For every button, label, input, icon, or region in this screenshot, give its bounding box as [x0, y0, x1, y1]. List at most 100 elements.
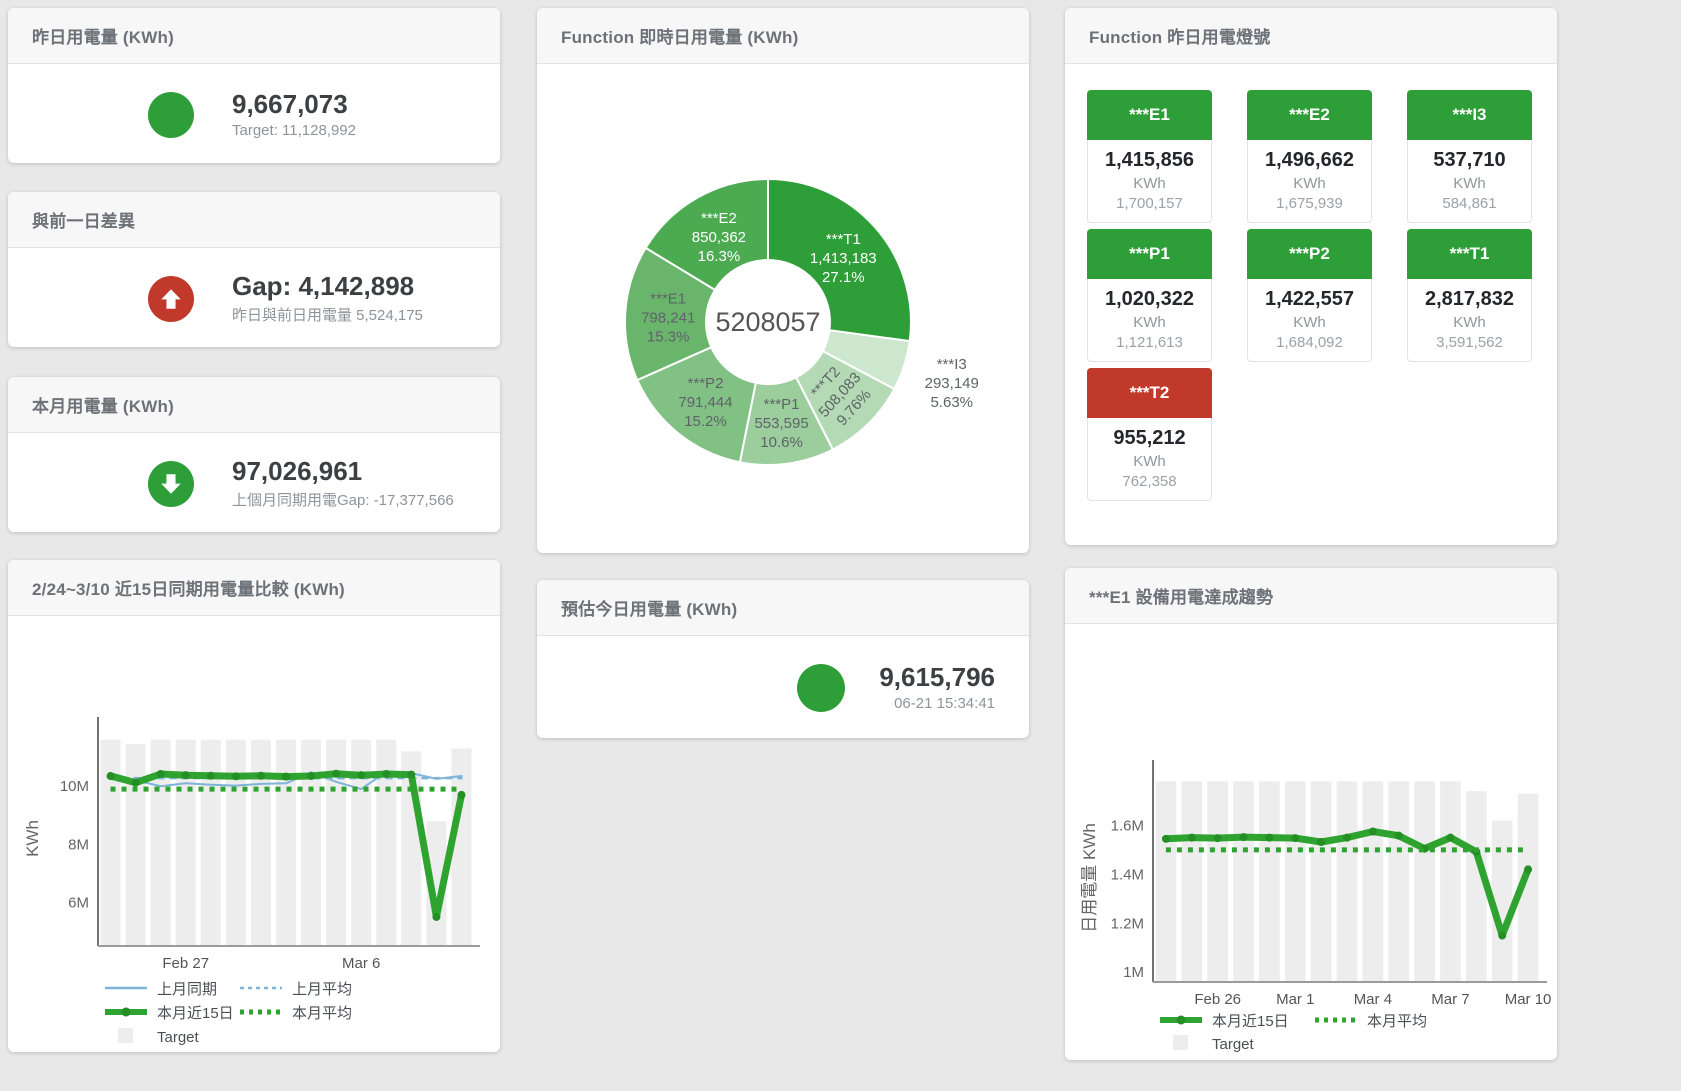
donut-slice-E2[interactable]	[644, 177, 769, 292]
series-point	[1368, 827, 1377, 836]
legend-label: 本月平均	[292, 1005, 352, 1022]
tile-body: 537,710 KWh 584,861	[1407, 140, 1532, 223]
forecast-timestamp: 06-21 15:34:41	[894, 695, 995, 713]
realtime-donut-chart[interactable]: ***T1 1,413,183 27.1%***I3 293,149 5.63%***T…	[537, 64, 1029, 553]
x-tick-label: Feb 26	[1194, 991, 1241, 1008]
y-tick-label: 1.4M	[1111, 866, 1144, 883]
series-point	[1187, 833, 1196, 842]
status-tile-grid: ***E1 1,415,856 KWh 1,700,157 ***E2 1,496,662…	[1065, 64, 1557, 501]
series-point	[106, 772, 115, 781]
y-tick-label: 1M	[1123, 964, 1144, 981]
y-tick-label: 1.2M	[1111, 915, 1144, 932]
tile-target: 1,684,092	[1276, 334, 1343, 351]
tile-label: ***E1	[1087, 90, 1212, 140]
e1-trend-line-chart[interactable]: 1M 1.2M 1.4M 1.6M 日用電量 KWh Feb 26 Mar 1 Mar 4 Ma…	[1065, 624, 1557, 1062]
donut-slice-label: ***I3 293,149 5.63%	[925, 356, 979, 411]
series-point	[357, 771, 366, 780]
card-15day-compare-chart: 2/24~3/10 近15日同期用電量比較 (KWh) 6M 8M 10M KWh Fe…	[8, 560, 500, 1052]
card-title-e1-trend: ***E1 設備用電達成趨勢	[1065, 568, 1557, 624]
target-bar	[351, 739, 372, 946]
tile-value: 1,422,557	[1265, 288, 1354, 310]
month-usage-gap: 上個月同期用電Gap: -17,377,566	[232, 492, 454, 510]
series-point	[1317, 838, 1326, 847]
series-point	[256, 771, 265, 780]
target-bar	[175, 739, 196, 946]
target-bar	[1336, 781, 1358, 982]
yesterday-usage-value: 9,667,073	[232, 88, 348, 119]
series-point	[181, 771, 190, 780]
y-tick-label: 8M	[68, 836, 89, 853]
tile-unit: KWh	[1133, 453, 1166, 470]
legend-item[interactable]: 上月同期	[105, 981, 217, 998]
legend-item[interactable]: 本月近15日	[1160, 1013, 1289, 1030]
y-tick-label: 10M	[60, 778, 89, 795]
series-point	[1161, 834, 1170, 843]
tile-body: 1,496,662 KWh 1,675,939	[1247, 140, 1372, 223]
series-point	[332, 769, 341, 778]
series-point	[457, 790, 466, 799]
tile-unit: KWh	[1453, 175, 1486, 192]
legend-item[interactable]: 本月平均	[1315, 1013, 1427, 1030]
card-title-realtime-donut: Function 即時日用電量 (KWh)	[537, 8, 1029, 64]
tile-value: 1,496,662	[1265, 149, 1354, 171]
y-axis-title: 日用電量 KWh	[1080, 823, 1099, 933]
tile-unit: KWh	[1293, 175, 1326, 192]
legend-item[interactable]: 本月平均	[240, 1005, 352, 1022]
series-point	[1343, 833, 1351, 842]
y-tick-label: 1.6M	[1111, 817, 1144, 834]
legend-item[interactable]: 上月平均	[240, 981, 352, 998]
donut-center-total: 5208057	[715, 307, 820, 337]
tile-target: 584,861	[1442, 195, 1497, 212]
card-e1-trend-chart: ***E1 設備用電達成趨勢 1M 1.2M 1.4M 1.6M 日用電量 KWh Feb…	[1065, 568, 1557, 1060]
arrow-down-icon	[148, 460, 194, 507]
x-tick-label: Mar 10	[1505, 991, 1552, 1008]
target-bar	[1362, 781, 1384, 982]
legend-item[interactable]: 本月近15日	[105, 1005, 234, 1022]
card-title-forecast-today: 預估今日用電量 (KWh)	[537, 580, 1029, 636]
card-month-usage: 本月用電量 (KWh) 97,026,961 上個月同期用電Gap: -17,3…	[8, 377, 500, 532]
tile-value: 1,415,856	[1105, 149, 1194, 171]
target-bar	[1207, 781, 1229, 982]
tile-unit: KWh	[1133, 314, 1166, 331]
tile-body: 2,817,832 KWh 3,591,562	[1407, 279, 1532, 362]
card-yesterday-usage: 昨日用電量 (KWh) 9,667,073 Target: 11,128,992	[8, 8, 500, 163]
gap-prev-day-subtitle: 昨日與前日用電量 5,524,175	[232, 307, 423, 325]
series-point	[1394, 831, 1403, 840]
x-tick-label: Mar 6	[342, 955, 380, 972]
target-bar	[1310, 781, 1332, 982]
status-tile: ***T1 2,817,832 KWh 3,591,562	[1407, 229, 1532, 362]
donut-slice-label: ***T1 1,413,183 27.1%	[810, 231, 877, 286]
card-title-status-lights: Function 昨日用電燈號	[1065, 8, 1557, 64]
tile-unit: KWh	[1293, 314, 1326, 331]
legend-label: 本月平均	[1367, 1013, 1427, 1030]
target-bar	[1414, 781, 1435, 982]
target-bar	[1155, 781, 1177, 982]
target-bar	[1233, 781, 1254, 982]
tile-label: ***T1	[1407, 229, 1532, 279]
tile-target: 762,358	[1122, 473, 1177, 490]
tile-body: 955,212 KWh 762,358	[1087, 418, 1212, 501]
tile-target: 1,675,939	[1276, 195, 1343, 212]
tile-label: ***E2	[1247, 90, 1372, 140]
legend-square-swatch	[118, 1028, 133, 1043]
tile-body: 1,020,322 KWh 1,121,613	[1087, 279, 1212, 362]
legend-item[interactable]: Target	[118, 1028, 200, 1046]
series-point	[1213, 834, 1222, 843]
target-bar	[451, 748, 472, 946]
target-bar	[250, 739, 271, 946]
status-tile: ***E1 1,415,856 KWh 1,700,157	[1087, 90, 1212, 223]
legend-item[interactable]: Target	[1173, 1035, 1255, 1053]
legend-label: 上月同期	[157, 981, 217, 998]
series-point	[432, 912, 441, 921]
legend-square-swatch	[1173, 1035, 1188, 1050]
status-tile: ***P2 1,422,557 KWh 1,684,092	[1247, 229, 1372, 362]
series-point	[206, 771, 215, 780]
card-realtime-donut: Function 即時日用電量 (KWh) ***T1 1,413,183 27.1…	[537, 8, 1029, 553]
series-point	[1446, 833, 1455, 842]
card-gap-prev-day: 與前一日差異 Gap: 4,142,898 昨日與前日用電量 5,524,175	[8, 192, 500, 347]
donut-slice-T1[interactable]	[767, 177, 912, 343]
y-tick-label: 6M	[68, 894, 89, 911]
x-tick-label: Feb 27	[162, 955, 209, 972]
tile-label: ***I3	[1407, 90, 1532, 140]
